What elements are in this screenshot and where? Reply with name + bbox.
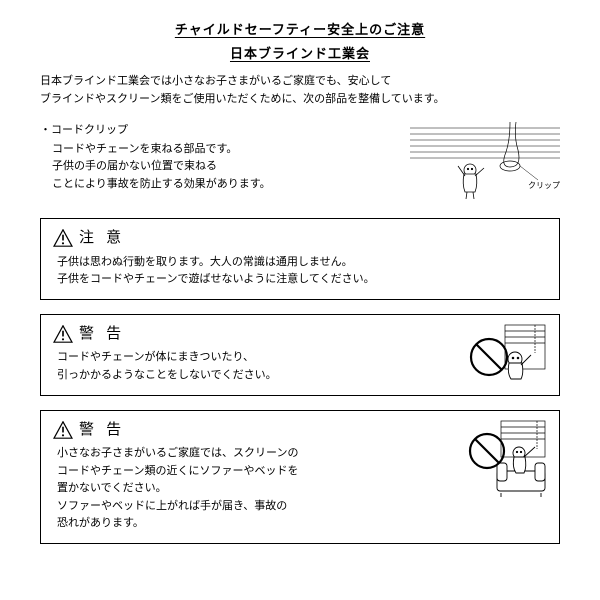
cord-clip-text: ・コードクリップ コードやチェーンを束ねる部品です。 子供の手の届かない位置で束… bbox=[40, 122, 400, 200]
warning1-body: コードやチェーンが体にまきついたり、 引っかかるようなことをしないでください。 bbox=[53, 349, 457, 384]
warning-box-2: 警 告 小さなお子さまがいるご家庭では、スクリーンの コードやチェーン類の近くに… bbox=[40, 410, 560, 544]
caution-line-1: 子供は思わぬ行動を取ります。大人の常識は通用しません。 bbox=[57, 254, 547, 272]
warning1-line-1: コードやチェーンが体にまきついたり、 bbox=[57, 349, 457, 367]
caution-box: 注 意 子供は思わぬ行動を取ります。大人の常識は通用しません。 子供をコードやチ… bbox=[40, 218, 560, 300]
clip-line-1: コードやチェーンを束ねる部品です。 bbox=[52, 141, 400, 159]
warning2-line-3: 置かないでください。 bbox=[57, 480, 457, 498]
cord-clip-body: コードやチェーンを束ねる部品です。 子供の手の届かない位置で束ねる ことにより事… bbox=[40, 141, 400, 194]
cord-clip-title: ・コードクリップ bbox=[40, 122, 400, 139]
warning2-triangle-icon bbox=[53, 421, 73, 439]
warning2-header: 警 告 bbox=[53, 419, 457, 442]
warning2-label: 警 告 bbox=[79, 419, 125, 442]
caution-header: 注 意 bbox=[53, 227, 547, 250]
warning2-line-2: コードやチェーン類の近くにソファーやベッドを bbox=[57, 463, 457, 481]
clip-label: クリップ bbox=[528, 180, 560, 192]
warning1-line-2: 引っかかるようなことをしないでください。 bbox=[57, 367, 457, 385]
intro-line-1: 日本ブラインド工業会では小さなお子さまがいるご家庭でも、安心して bbox=[40, 73, 560, 91]
caution-triangle-icon bbox=[53, 229, 73, 247]
intro-line-2: ブラインドやスクリーン類をご使用いただくために、次の部品を整備しています。 bbox=[40, 91, 560, 109]
caution-body: 子供は思わぬ行動を取ります。大人の常識は通用しません。 子供をコードやチェーンで… bbox=[53, 254, 547, 289]
intro-text: 日本ブラインド工業会では小さなお子さまがいるご家庭でも、安心して ブラインドやス… bbox=[40, 73, 560, 108]
page-title-1: チャイルドセーフティー安全上のご注意 bbox=[40, 20, 560, 40]
caution-label: 注 意 bbox=[79, 227, 125, 250]
warning2-line-5: 恐れがあります。 bbox=[57, 515, 457, 533]
warning1-triangle-icon bbox=[53, 325, 73, 343]
cord-clip-section: ・コードクリップ コードやチェーンを束ねる部品です。 子供の手の届かない位置で束… bbox=[40, 122, 560, 200]
warning1-label: 警 告 bbox=[79, 323, 125, 346]
clip-line-3: ことにより事故を防止する効果があります。 bbox=[52, 176, 400, 194]
page-title-2: 日本ブラインド工業会 bbox=[40, 44, 560, 64]
warning2-body: 小さなお子さまがいるご家庭では、スクリーンの コードやチェーン類の近くにソファー… bbox=[53, 445, 457, 533]
warning2-illustration bbox=[467, 419, 547, 499]
clip-line-2: 子供の手の届かない位置で束ねる bbox=[52, 158, 400, 176]
caution-line-2: 子供をコードやチェーンで遊ばせないように注意してください。 bbox=[57, 271, 547, 289]
warning1-header: 警 告 bbox=[53, 323, 457, 346]
warning2-line-1: 小さなお子さまがいるご家庭では、スクリーンの bbox=[57, 445, 457, 463]
warning2-line-4: ソファーやベッドに上がれば手が届き、事故の bbox=[57, 498, 457, 516]
warning-box-1: 警 告 コードやチェーンが体にまきついたり、 引っかかるようなことをしないでくだ… bbox=[40, 314, 560, 396]
warning1-illustration bbox=[467, 323, 547, 383]
cord-clip-illustration: クリップ bbox=[410, 122, 560, 200]
